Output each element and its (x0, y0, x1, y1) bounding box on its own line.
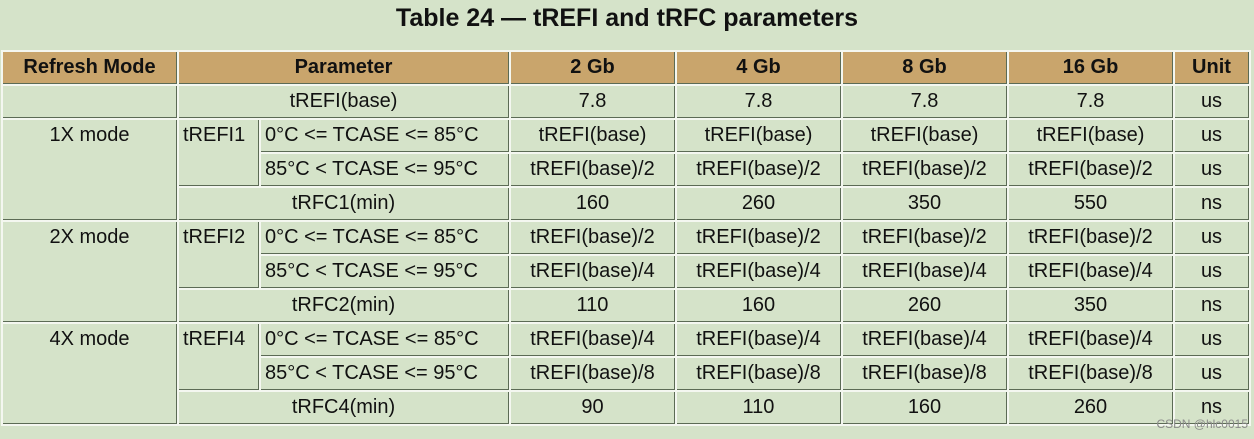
table-cell: 260 (677, 188, 841, 220)
table-cell: tREFI(base)/4 (511, 324, 675, 356)
table-cell: 0°C <= TCASE <= 85°C (261, 222, 509, 254)
mode-cell: 4X mode (3, 324, 177, 424)
table-cell: 350 (843, 188, 1007, 220)
table-cell: tREFI(base)/8 (511, 358, 675, 390)
table-cell: tREFI(base)/2 (511, 222, 675, 254)
table-cell: ns (1175, 290, 1249, 322)
table-row: tRFC2(min) 110 160 260 350 ns (3, 290, 1249, 322)
table-cell: tREFI(base)/2 (843, 154, 1007, 186)
table-cell: ns (1175, 188, 1249, 220)
table-cell: tREFI(base)/4 (843, 256, 1007, 288)
table-cell: tREFI(base)/4 (511, 256, 675, 288)
table-cell: 160 (843, 392, 1007, 424)
header-cell: 8 Gb (843, 52, 1007, 84)
header-cell: Unit (1175, 52, 1249, 84)
table-cell: us (1175, 222, 1249, 254)
watermark: CSDN @hlc0015 (1156, 417, 1248, 431)
table-cell: tREFI(base)/4 (843, 324, 1007, 356)
empty-cell (3, 86, 177, 118)
table-cell: ns (1175, 392, 1249, 424)
mode-cell: 1X mode (3, 120, 177, 220)
table-cell: 7.8 (843, 86, 1007, 118)
table-cell: 160 (677, 290, 841, 322)
refi-cell: tREFI1 (179, 120, 259, 186)
table-cell: tRFC4(min) (179, 392, 509, 424)
table-cell: tREFI(base)/2 (677, 222, 841, 254)
table-row: 2X mode tREFI2 0°C <= TCASE <= 85°C tREFI(b… (3, 222, 1249, 322)
table-cell: 260 (843, 290, 1007, 322)
table-cell: tREFI(base)/2 (1009, 222, 1173, 254)
table-cell: tREFI(base)/2 (511, 154, 675, 186)
table-cell: us (1175, 324, 1249, 356)
table-cell: 90 (511, 392, 675, 424)
table-row: 85°C < TCASE <= 95°C tREFI(base)/2 tREFI(b… (3, 154, 1249, 186)
table-cell: tRFC2(min) (179, 290, 509, 322)
header-cell: 16 Gb (1009, 52, 1173, 84)
table-row: 85°C < TCASE <= 95°C tREFI(base)/4 tREFI(b… (3, 256, 1249, 288)
table-cell: tREFI(base) (511, 120, 675, 152)
table-cell: 85°C < TCASE <= 95°C (261, 256, 509, 288)
table-cell: 85°C < TCASE <= 95°C (261, 358, 509, 390)
table-cell: 0°C <= TCASE <= 85°C (261, 324, 509, 356)
table-cell: us (1175, 86, 1249, 118)
table-row: tREFI(base) 7.8 7.8 7.8 7.8 us (3, 86, 1249, 118)
table-cell: 110 (677, 392, 841, 424)
table-cell: 7.8 (511, 86, 675, 118)
table-cell: 160 (511, 188, 675, 220)
table-cell: 7.8 (677, 86, 841, 118)
header-cell: Parameter (179, 52, 509, 84)
table-row: 85°C < TCASE <= 95°C tREFI(base)/8 tREFI(b… (3, 358, 1249, 390)
mode-cell: 2X mode (3, 222, 177, 322)
table-row: tRFC1(min) 160 260 350 550 ns (3, 188, 1249, 220)
table-cell: tREFI(base)/4 (1009, 324, 1173, 356)
table-cell: 550 (1009, 188, 1173, 220)
table-cell: tREFI(base)/2 (1009, 154, 1173, 186)
refi-cell: tREFI4 (179, 324, 259, 390)
table-title: Table 24 — tREFI and tRFC parameters (395, 4, 859, 32)
table-cell: tREFI(base)/2 (677, 154, 841, 186)
table-cell: 350 (1009, 290, 1173, 322)
table-cell: tREFI(base)/4 (1009, 256, 1173, 288)
table-cell: tRFC1(min) (179, 188, 509, 220)
table-cell: us (1175, 256, 1249, 288)
header-cell: 4 Gb (677, 52, 841, 84)
parameter-table: Refresh Mode Parameter 2 Gb 4 Gb 8 Gb 16 Gb Un… (1, 50, 1251, 426)
table-cell: tREFI(base)/8 (843, 358, 1007, 390)
table-cell: tREFI(base) (677, 120, 841, 152)
table-row: tRFC4(min) 90 110 160 260 ns (3, 392, 1249, 424)
table-cell: 85°C < TCASE <= 95°C (261, 154, 509, 186)
refi-cell: tREFI2 (179, 222, 259, 288)
table-cell: 110 (511, 290, 675, 322)
table-cell: tREFI(base)/8 (1009, 358, 1173, 390)
header-cell: Refresh Mode (3, 52, 177, 84)
table-row: Refresh Mode Parameter 2 Gb 4 Gb 8 Gb 16 Gb Un… (3, 52, 1249, 84)
table-cell: 260 (1009, 392, 1173, 424)
table-cell: tREFI(base)/4 (677, 324, 841, 356)
table-cell: us (1175, 358, 1249, 390)
table-row: 4X mode tREFI4 0°C <= TCASE <= 85°C tREFI(b… (3, 324, 1249, 424)
table-cell: tREFI(base)/4 (677, 256, 841, 288)
header-cell: 2 Gb (511, 52, 675, 84)
table-cell: tREFI(base) (1009, 120, 1173, 152)
table-cell: tREFI(base) (179, 86, 509, 118)
table-cell: us (1175, 120, 1249, 152)
table-cell: tREFI(base)/8 (677, 358, 841, 390)
table-cell: tREFI(base) (843, 120, 1007, 152)
table-cell: us (1175, 154, 1249, 186)
table-cell: 0°C <= TCASE <= 85°C (261, 120, 509, 152)
table-cell: 7.8 (1009, 86, 1173, 118)
table-row: 1X mode tREFI1 0°C <= TCASE <= 85°C tREFI(b… (3, 120, 1249, 220)
table-cell: tREFI(base)/2 (843, 222, 1007, 254)
